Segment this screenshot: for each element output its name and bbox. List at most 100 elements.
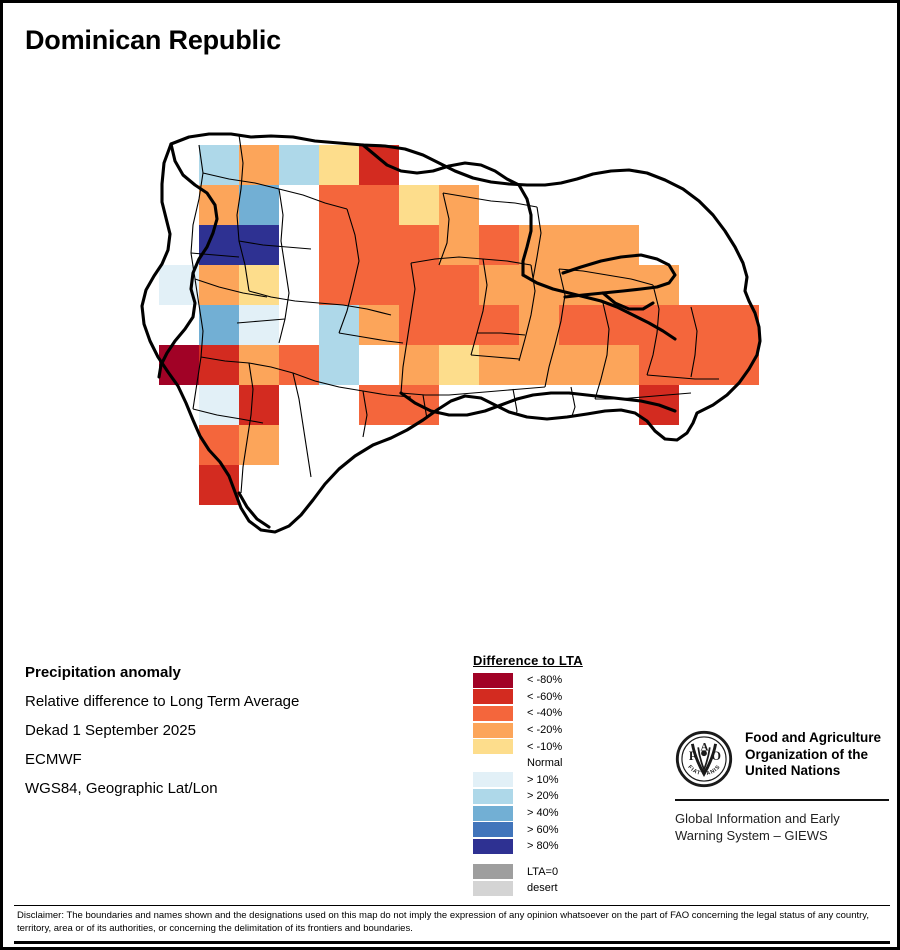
fao-organization-name: Food and Agriculture Organization of the…: [745, 730, 881, 780]
raster-cell: [439, 265, 479, 305]
raster-cell: [399, 265, 439, 305]
raster-cell: [359, 225, 399, 265]
raster-cell: [399, 305, 439, 345]
fao-org-line-2: Organization of the: [745, 746, 868, 762]
giews-label: Global Information and Early Warning Sys…: [675, 810, 891, 844]
legend-label: > 80%: [527, 840, 559, 853]
giews-line-2: Warning System – GIEWS: [675, 828, 828, 843]
raster-cell: [239, 185, 279, 225]
raster-cell: [199, 225, 239, 265]
legend-swatch: [473, 838, 513, 854]
legend-label: < -80%: [527, 674, 563, 687]
raster-cell: [279, 145, 319, 185]
legend-spacer: [473, 855, 583, 864]
legend-swatch: [473, 672, 513, 688]
raster-cell: [199, 305, 239, 345]
legend-row: > 80%: [473, 838, 583, 855]
country-boundaries-overlay: [140, 132, 762, 534]
map-metadata-block: Precipitation anomaly Relative differenc…: [25, 658, 299, 803]
legend-row: LTA=0: [473, 864, 583, 881]
meta-line-3: ECMWF: [25, 751, 82, 768]
raster-cell: [559, 225, 599, 265]
raster-cell: [239, 305, 279, 345]
raster-cell: [359, 185, 399, 225]
raster-cell: [199, 265, 239, 305]
legend-label: > 60%: [527, 823, 559, 836]
raster-cell: [199, 385, 239, 425]
legend-label: > 10%: [527, 773, 559, 786]
raster-cell: [319, 305, 359, 345]
raster-cell: [559, 345, 599, 385]
legend-row: < -20%: [473, 722, 583, 739]
legend-row: > 20%: [473, 788, 583, 805]
page-bottom-rule: [14, 941, 890, 944]
legend-swatch: [473, 864, 513, 880]
raster-cell: [439, 305, 479, 345]
raster-cell: [599, 305, 639, 345]
fao-org-line-3: United Nations: [745, 763, 841, 778]
raster-cell: [319, 145, 359, 185]
svg-text:O: O: [712, 749, 721, 763]
legend-label: < -40%: [527, 707, 563, 720]
raster-cell: [239, 425, 279, 465]
raster-cell: [559, 305, 599, 345]
raster-cell: [279, 345, 319, 385]
raster-cell: [359, 265, 399, 305]
raster-cell: [239, 225, 279, 265]
fao-divider: [675, 799, 889, 801]
legend-swatch: [473, 822, 513, 838]
raster-cell: [479, 265, 519, 305]
legend-label: < -10%: [527, 740, 563, 753]
raster-cell: [239, 385, 279, 425]
legend-label: Normal: [527, 757, 563, 770]
raster-cell: [359, 145, 399, 185]
map-legend: Difference to LTA < -80% < -60% < -40% < -2…: [473, 653, 583, 897]
raster-cell: [519, 345, 559, 385]
legend-row: > 10%: [473, 772, 583, 789]
raster-cell: [479, 345, 519, 385]
legend-row: < -40%: [473, 705, 583, 722]
legend-swatch: [473, 722, 513, 738]
legend-swatch: [473, 880, 513, 896]
legend-row: Normal: [473, 755, 583, 772]
page-title: Dominican Republic: [25, 25, 281, 55]
fao-org-line-1: Food and Agriculture: [745, 730, 881, 745]
raster-cell: [599, 265, 639, 305]
raster-cell: [719, 305, 759, 345]
raster-cell: [239, 145, 279, 185]
legend-label: > 40%: [527, 807, 559, 820]
disclaimer-top-rule: [14, 905, 890, 906]
raster-cell: [159, 345, 199, 385]
legend-label: > 20%: [527, 790, 559, 803]
legend-extra-entries: LTA=0 desert: [473, 864, 583, 897]
svg-text:F: F: [689, 749, 696, 763]
legend-swatch: [473, 772, 513, 788]
meta-line-0: Precipitation anomaly: [25, 664, 181, 681]
raster-cell: [399, 225, 439, 265]
raster-cell: [319, 185, 359, 225]
legend-label: < -60%: [527, 690, 563, 703]
raster-cell: [199, 345, 239, 385]
raster-cell: [319, 225, 359, 265]
legend-swatch: [473, 755, 513, 771]
legend-swatch: [473, 705, 513, 721]
raster-cell: [479, 225, 519, 265]
meta-line-1: Relative difference to Long Term Average: [25, 693, 300, 710]
svg-text:A: A: [701, 741, 709, 753]
legend-entries: < -80% < -60% < -40% < -20% < -10% Normal > 10…: [473, 672, 583, 855]
meta-line-2: Dekad 1 September 2025: [25, 722, 196, 739]
fao-branding-block: F A O FIAT PANIS Food and Agriculture Or…: [675, 730, 891, 844]
legend-title: Difference to LTA: [473, 653, 583, 668]
legend-row: < -80%: [473, 672, 583, 689]
legend-row: > 60%: [473, 821, 583, 838]
legend-swatch: [473, 739, 513, 755]
legend-swatch: [473, 805, 513, 821]
legend-label: desert: [527, 882, 558, 895]
fao-logo-icon: F A O FIAT PANIS: [675, 730, 733, 788]
raster-cell: [639, 345, 679, 385]
raster-cell: [319, 345, 359, 385]
legend-row: < -60%: [473, 689, 583, 706]
meta-line-4: WGS84, Geographic Lat/Lon: [25, 780, 218, 797]
disclaimer-text: Disclaimer: The boundaries and names sho…: [17, 910, 869, 934]
fao-logo-row: F A O FIAT PANIS Food and Agriculture Or…: [675, 730, 891, 788]
